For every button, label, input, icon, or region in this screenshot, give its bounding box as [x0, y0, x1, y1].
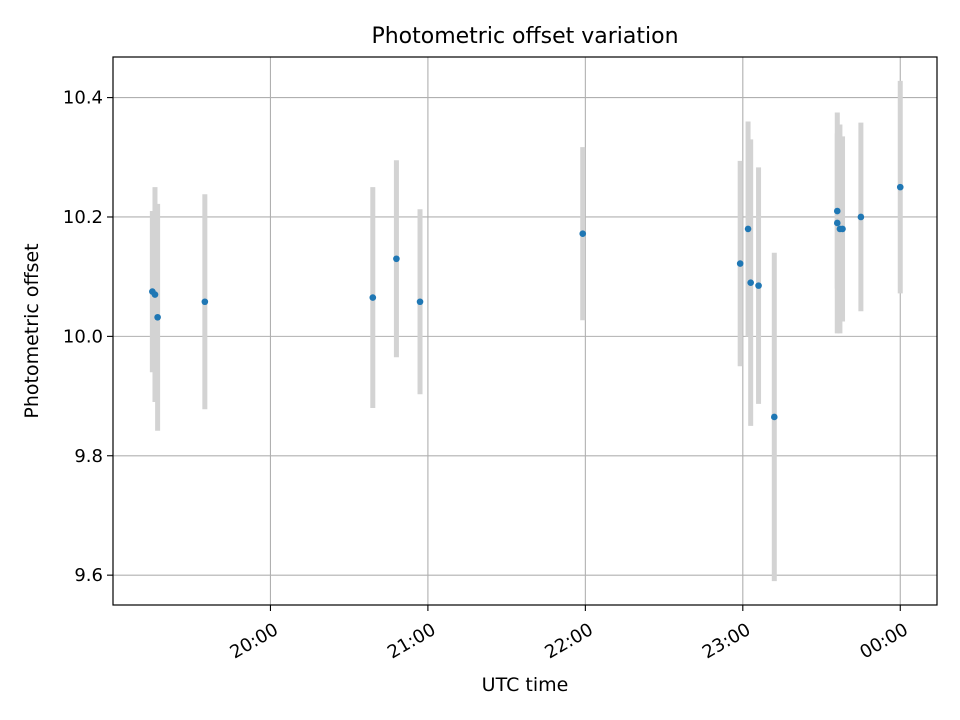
data-point	[369, 294, 377, 301]
y-tick-label: 10.4	[63, 88, 103, 109]
data-point	[770, 413, 778, 421]
data-point	[579, 230, 587, 237]
data-point	[896, 183, 904, 191]
data-point	[857, 213, 865, 221]
y-axis-label: Photometric offset	[21, 243, 43, 418]
plot-frame	[112, 56, 938, 606]
data-point	[201, 298, 209, 306]
y-tick-label: 9.8	[74, 446, 103, 467]
data-point	[416, 298, 424, 306]
data-point	[839, 225, 846, 233]
data-point	[747, 279, 754, 286]
grid	[113, 57, 937, 605]
data-point	[833, 219, 841, 227]
data-point	[151, 291, 159, 298]
data-point	[755, 282, 762, 289]
data-point	[736, 260, 744, 267]
y-tick-label: 9.6	[74, 565, 103, 586]
data-point	[833, 207, 841, 215]
chart-title: Photometric offset variation	[371, 24, 678, 49]
data-point	[393, 255, 400, 263]
y-tick-label: 10.2	[63, 207, 103, 228]
data-point	[154, 313, 161, 321]
data-points	[149, 183, 904, 421]
x-axis-label: UTC time	[482, 674, 569, 696]
y-tick-label: 10.0	[63, 326, 103, 347]
data-point	[744, 225, 752, 233]
